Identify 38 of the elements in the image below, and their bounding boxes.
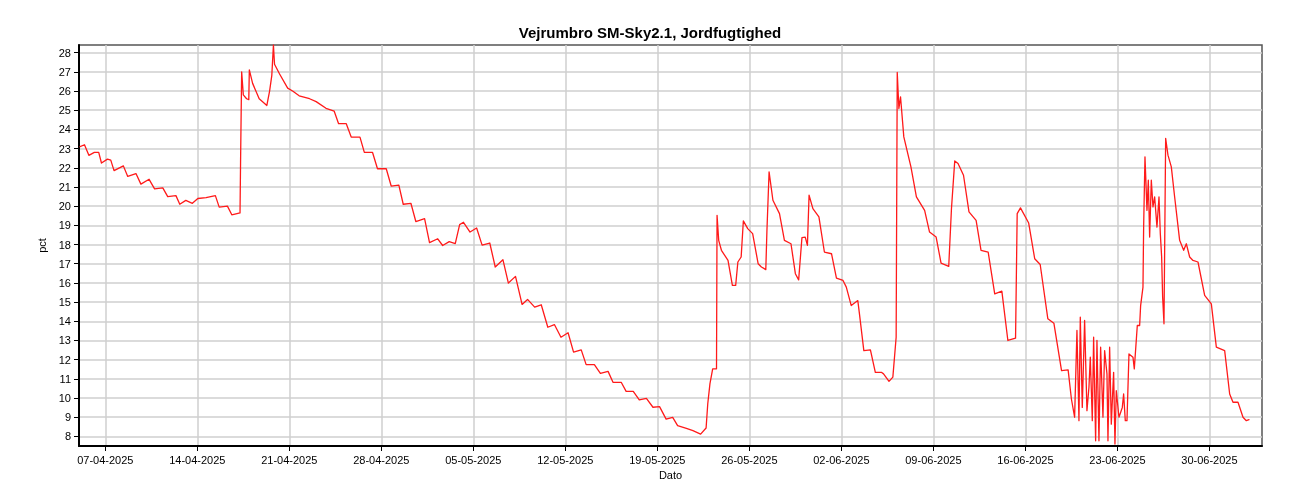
y-tick-label: 14: [58, 315, 71, 328]
y-tick-label: 17: [58, 257, 71, 270]
x-tick-label: 30-06-2025: [1181, 453, 1238, 466]
y-tick-label: 25: [58, 104, 71, 117]
x-tick-label: 09-06-2025: [905, 453, 962, 466]
line-series: [79, 44, 1250, 445]
y-tick-label: 13: [58, 334, 71, 347]
x-tick-label: 12-05-2025: [537, 453, 594, 466]
x-tick-label: 26-05-2025: [721, 453, 778, 466]
y-tick-label: 23: [58, 142, 71, 155]
y-tick-label: 28: [58, 46, 71, 59]
y-tick-label: 18: [58, 238, 71, 251]
x-axis-title: Dato: [658, 469, 683, 482]
x-tick-label: 16-06-2025: [997, 453, 1054, 466]
x-tick-label: 23-06-2025: [1089, 453, 1146, 466]
y-tick-label: 26: [58, 85, 71, 98]
chart-title: Vejrumbro SM-Sky2.1, Jordfugtighed: [518, 24, 782, 41]
y-tick-label: 15: [58, 296, 71, 309]
y-tick-label: 9: [64, 411, 71, 424]
x-tick-label: 21-04-2025: [261, 453, 318, 466]
y-tick-label: 19: [58, 219, 71, 232]
y-tick-label: 21: [58, 180, 71, 193]
x-tick-label: 19-05-2025: [629, 453, 686, 466]
x-tick-label: 07-04-2025: [77, 453, 134, 466]
y-tick-label: 12: [58, 353, 71, 366]
y-tick-label: 11: [59, 372, 71, 385]
y-tick-label: 22: [58, 161, 71, 174]
y-tick-label: 16: [58, 276, 71, 289]
x-tick-label: 05-05-2025: [445, 453, 502, 466]
y-tick-label: 24: [58, 123, 71, 136]
y-tick-label: 8: [64, 430, 71, 443]
x-tick-label: 02-06-2025: [813, 453, 870, 466]
x-tick-label: 14-04-2025: [169, 453, 226, 466]
y-tick-label: 10: [58, 392, 71, 405]
y-tick-label: 20: [58, 200, 71, 213]
x-tick-label: 28-04-2025: [353, 453, 410, 466]
y-axis-title: pct: [35, 238, 48, 253]
y-tick-label: 27: [58, 65, 71, 78]
